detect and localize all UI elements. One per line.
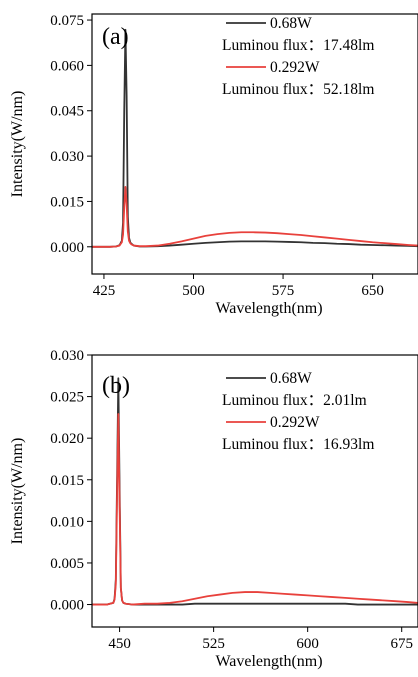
x-tick-label: 675	[390, 636, 413, 652]
y-tick-label: 0.075	[50, 13, 84, 29]
legend-series-name: 0.68W	[270, 15, 312, 32]
y-tick-label: 0.015	[50, 473, 84, 489]
x-tick-label: 575	[272, 283, 295, 299]
x-tick-label: 525	[202, 636, 225, 652]
series-line-0-68w	[92, 28, 418, 248]
plot-frame	[91, 354, 418, 628]
legend-series-name: 0.68W	[270, 370, 312, 387]
y-tick-label: 0.020	[50, 431, 84, 447]
panel-label: (b)	[102, 373, 130, 399]
y-tick-label: 0.045	[50, 104, 84, 120]
y-axis-label: Intensity(W/nm)	[9, 438, 26, 545]
x-tick-label: 500	[182, 283, 205, 299]
x-axis-label: Wavelength(nm)	[215, 300, 322, 317]
legend-luminous-flux: Luminou flux：17.48lm	[222, 37, 374, 54]
legend-luminous-flux: Luminou flux：52.18lm	[222, 81, 374, 98]
y-tick-label: 0.000	[50, 240, 84, 256]
series-line-0-68w	[92, 377, 418, 606]
y-tick-label: 0.010	[50, 514, 84, 530]
y-tick-label: 0.030	[50, 149, 84, 165]
legend-series-name: 0.292W	[270, 414, 320, 431]
y-tick-label: 0.025	[50, 390, 84, 406]
x-tick-label: 425	[93, 283, 116, 299]
y-tick-label: 0.015	[50, 194, 84, 210]
legend-series-name: 0.292W	[270, 59, 320, 76]
legend-luminous-flux: Luminou flux：16.93lm	[222, 436, 374, 453]
x-tick-label: 450	[108, 636, 131, 652]
y-tick-label: 0.005	[50, 556, 84, 572]
x-tick-label: 600	[296, 636, 319, 652]
legend-luminous-flux: Luminou flux：2.01lm	[222, 392, 367, 409]
panel-label: (a)	[102, 24, 129, 50]
series-line-0-292w	[92, 413, 418, 606]
x-axis-label: Wavelength(nm)	[215, 653, 322, 670]
y-axis-label: Intensity(W/nm)	[9, 91, 26, 198]
series-line-0-292w	[92, 186, 418, 248]
y-tick-label: 0.000	[50, 598, 84, 614]
y-tick-label: 0.030	[50, 348, 84, 364]
x-tick-label: 650	[361, 283, 384, 299]
y-tick-label: 0.060	[50, 58, 84, 74]
plot-frame	[91, 13, 418, 275]
